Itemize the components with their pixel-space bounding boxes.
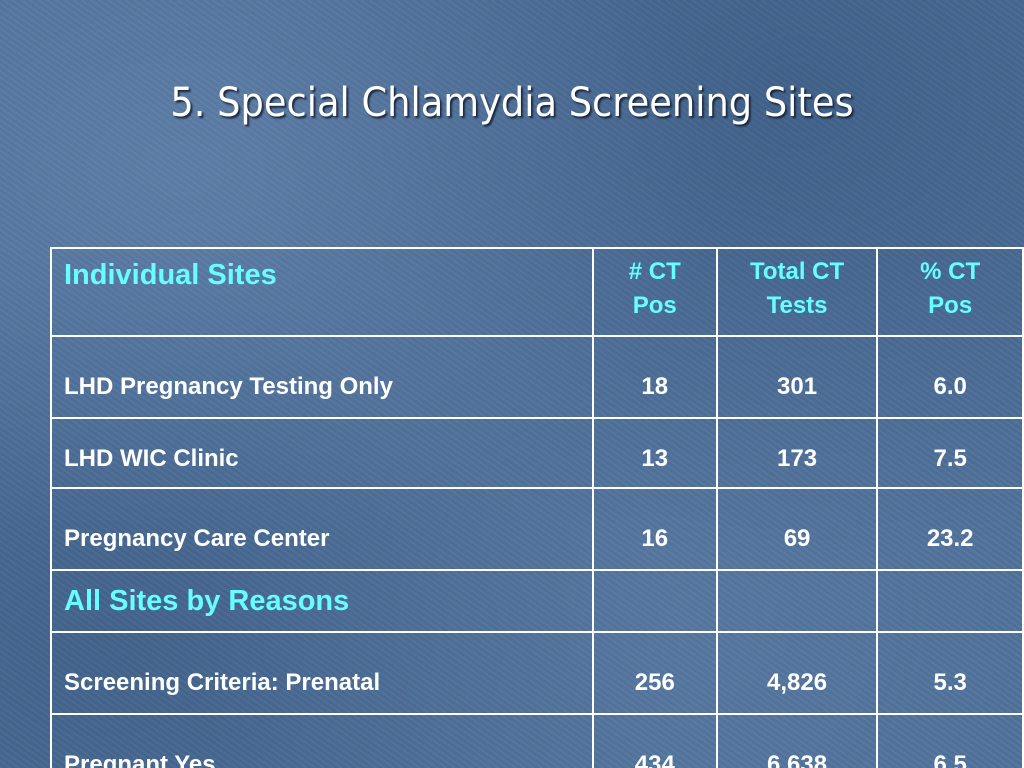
pct-pos-cell: 6.0: [876, 335, 1024, 419]
total-tests-cell: 4,826: [715, 631, 879, 715]
table-row: Pregnancy Care Center 16 69 23.2: [50, 487, 1024, 571]
column-header-pct-ct-pos-line1: % CT: [920, 258, 981, 285]
screening-sites-table: Individual Sites # CT Pos Total CT Tests…: [50, 247, 1024, 768]
column-header-total-ct-tests-line1: Total CT: [749, 258, 845, 285]
table-row: LHD WIC Clinic 13 173 7.5: [50, 417, 1024, 489]
table-row: Screening Criteria: Prenatal 256 4,826 5…: [50, 631, 1024, 715]
site-name-cell: Pregnancy Care Center: [50, 487, 594, 571]
site-name-cell: LHD WIC Clinic: [50, 417, 594, 489]
table-header-row: Individual Sites # CT Pos Total CT Tests…: [50, 247, 1024, 337]
column-header-ct-pos-line1: # CT: [628, 258, 681, 285]
empty-cell: [876, 569, 1024, 633]
site-name-cell: Pregnant Yes: [50, 713, 594, 768]
total-tests-cell: 6,638: [715, 713, 879, 768]
total-tests-cell: 301: [715, 335, 879, 419]
pct-pos-cell: 23.2: [876, 487, 1024, 571]
section-heading-all-sites-by-reasons: All Sites by Reasons: [50, 569, 594, 633]
pct-pos-cell: 5.3: [876, 631, 1024, 715]
table-row: Pregnant Yes 434 6,638 6.5: [50, 713, 1024, 768]
section-row-all-sites: All Sites by Reasons: [50, 569, 1024, 633]
empty-cell: [591, 569, 718, 633]
total-tests-cell: 69: [715, 487, 879, 571]
table-row: LHD Pregnancy Testing Only 18 301 6.0: [50, 335, 1024, 419]
ct-pos-cell: 256: [591, 631, 718, 715]
column-header-ct-pos: # CT Pos: [591, 247, 718, 337]
column-header-pct-ct-pos-line2: Pos: [928, 292, 973, 319]
column-header-total-ct-tests: Total CT Tests: [715, 247, 879, 337]
column-header-pct-ct-pos: % CT Pos: [876, 247, 1024, 337]
column-header-total-ct-tests-line2: Tests: [766, 292, 828, 319]
ct-pos-cell: 434: [591, 713, 718, 768]
empty-cell: [715, 569, 879, 633]
pct-pos-cell: 7.5: [876, 417, 1024, 489]
site-name-cell: LHD Pregnancy Testing Only: [50, 335, 594, 419]
section-heading-individual-sites: Individual Sites: [50, 247, 594, 337]
ct-pos-cell: 16: [591, 487, 718, 571]
ct-pos-cell: 13: [591, 417, 718, 489]
slide-title: 5. Special Chlamydia Screening Sites: [170, 80, 854, 126]
pct-pos-cell: 6.5: [876, 713, 1024, 768]
column-header-ct-pos-line2: Pos: [632, 292, 677, 319]
total-tests-cell: 173: [715, 417, 879, 489]
site-name-cell: Screening Criteria: Prenatal: [50, 631, 594, 715]
ct-pos-cell: 18: [591, 335, 718, 419]
